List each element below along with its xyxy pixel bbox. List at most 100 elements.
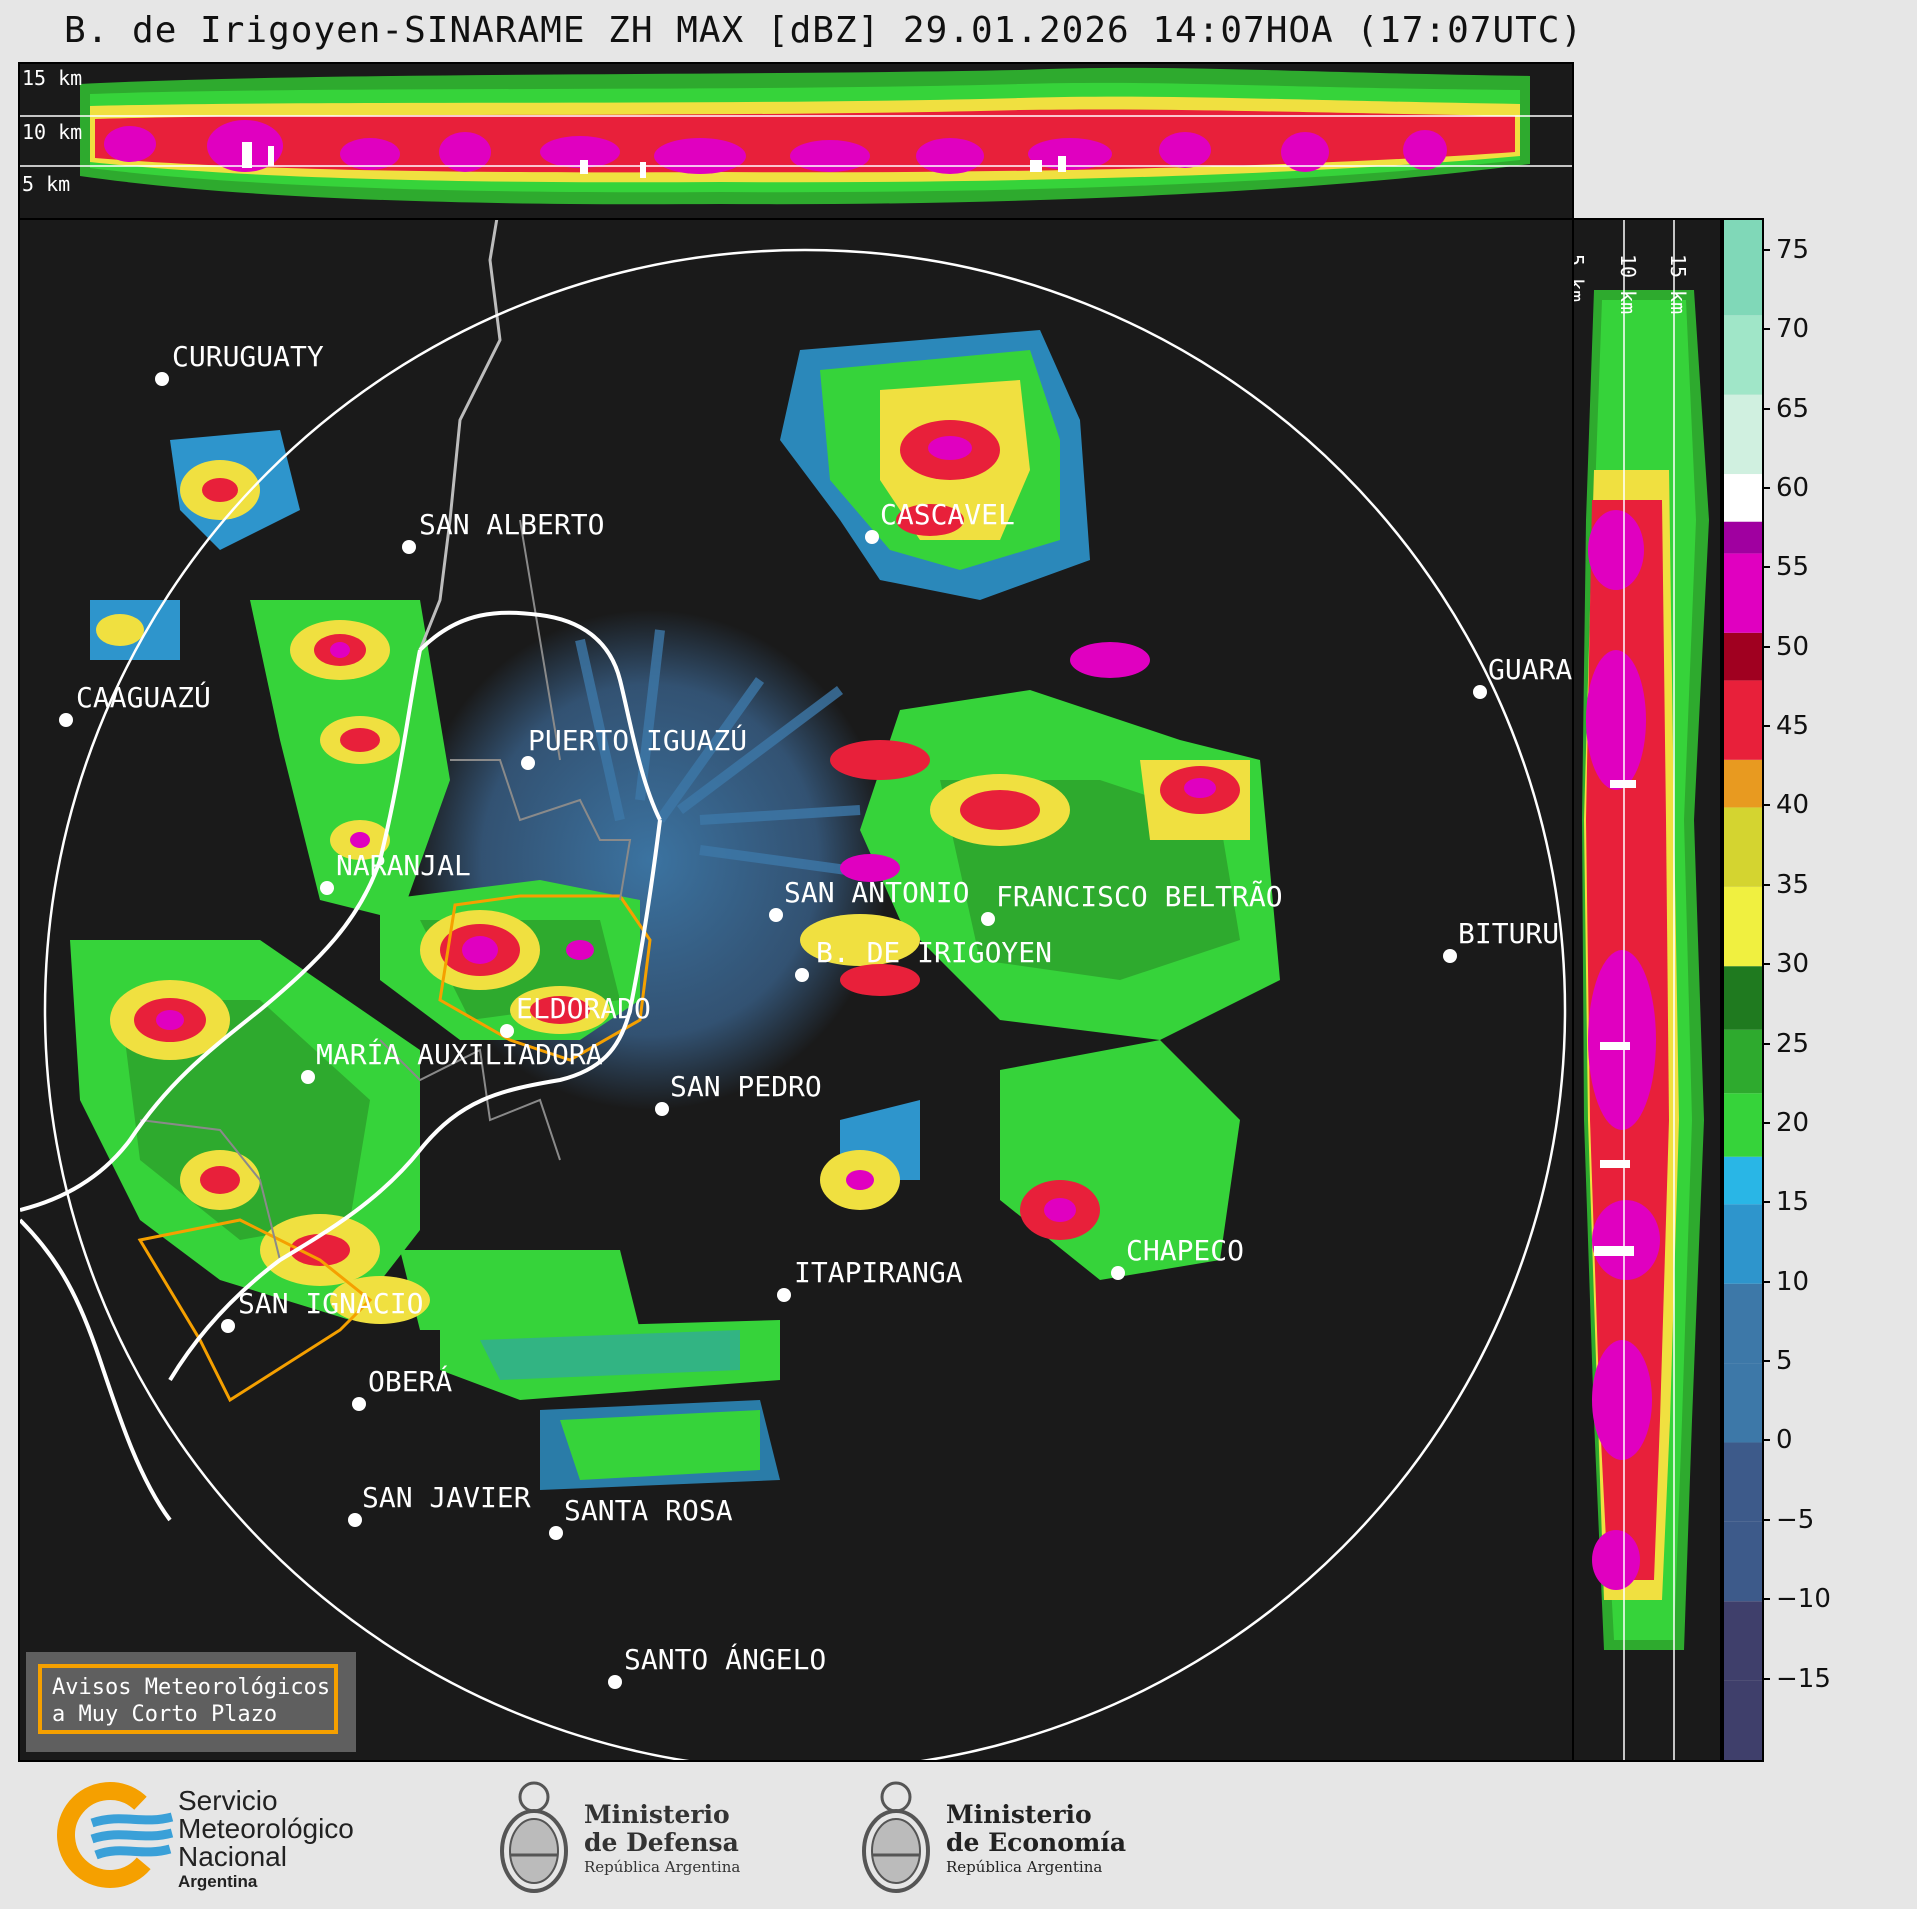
city-label-santo-angelo: SANTO ÁNGELO	[624, 1642, 826, 1676]
colorbar-tick	[1762, 1439, 1770, 1442]
colorbar-band	[1724, 886, 1762, 967]
economia-line-1: Ministerio	[946, 1800, 1092, 1829]
colorbar-tick-label: −10	[1776, 1584, 1831, 1615]
top-cross-section-panel: 15 km 10 km 5 km	[18, 62, 1574, 221]
colorbar-tick	[1762, 328, 1770, 331]
border-uruguay-river	[168, 819, 662, 1382]
economia-line-2: de Economía	[946, 1828, 1127, 1857]
city-dot-naranjal	[320, 881, 334, 895]
top-altitude-10km: 10 km	[22, 120, 83, 144]
colorbar-band	[1724, 1283, 1762, 1364]
colorbar-tick	[1762, 963, 1770, 966]
echo-band-south	[540, 1400, 780, 1490]
colorbar-tick	[1762, 1201, 1770, 1204]
side-cross-section-svg	[1582, 220, 1709, 1760]
echo-cluster-cascavel	[780, 330, 1150, 678]
side-echo-white-cores	[1594, 780, 1636, 1256]
city-labels: CURUGUATY SAN ALBERTO CASCAVEL CAAGUAZÚ …	[76, 340, 1572, 1676]
city-label-guara: GUARA	[1488, 653, 1572, 686]
colorbar-tick	[1762, 1677, 1770, 1680]
defensa-line-3: República Argentina	[584, 1858, 741, 1876]
colorbar-tick-label: 75	[1776, 234, 1810, 265]
colorbar-tick	[1762, 883, 1770, 886]
range-ring	[43, 248, 1567, 1760]
colorbar-tick-label: 5	[1776, 1346, 1793, 1377]
warning-legend-swatch: Avisos Meteorológicos a Muy Corto Plazo	[38, 1664, 338, 1734]
city-dot-bituru	[1443, 949, 1457, 963]
economia-logo-text: Ministerio de Economía República Argenti…	[946, 1801, 1126, 1877]
admin-borders	[139, 519, 632, 1261]
city-label-eldorado: ELDORADO	[516, 992, 651, 1025]
city-label-caaguazu: CAAGUAZÚ	[76, 680, 211, 714]
city-label-san-javier: SAN JAVIER	[362, 1481, 531, 1514]
city-dot-eldorado	[500, 1024, 514, 1038]
colorbar-tick	[1762, 1121, 1770, 1124]
colorbar-tick	[1762, 645, 1770, 648]
city-label-naranjal: NARANJAL	[336, 849, 471, 882]
echo-cluster-southeast	[820, 1040, 1240, 1280]
border-southwest-loop	[20, 1218, 172, 1522]
city-dot-chapeco	[1111, 1266, 1125, 1280]
defensa-emblem-icon	[500, 1781, 568, 1893]
warning-polygon-southwest	[137, 1218, 373, 1403]
colorbar-tick-label: 65	[1776, 393, 1810, 424]
colorbar-band	[1724, 1601, 1762, 1681]
colorbar-band	[1724, 1093, 1762, 1157]
city-dot-cascavel	[865, 530, 879, 544]
colorbar-tick-label: 45	[1776, 711, 1810, 742]
warning-polygons	[137, 894, 652, 1403]
city-dot-san-alberto	[402, 540, 416, 554]
side-altitude-15km: 15 km	[1666, 254, 1690, 315]
colorbar-band	[1724, 474, 1762, 522]
colorbar-tick-label: 25	[1776, 1028, 1810, 1059]
legend-line-1: Avisos Meteorológicos	[52, 1675, 331, 1700]
city-label-curuguaty: CURUGUATY	[172, 340, 324, 373]
colorbar-band	[1724, 1521, 1762, 1602]
city-label-cascavel: CASCAVEL	[880, 498, 1015, 531]
colorbar-tick-label: 50	[1776, 631, 1810, 662]
city-dots	[59, 372, 1487, 1689]
city-label-maria-auxiliadora: MARÍA AUXILIADORA	[316, 1037, 603, 1071]
city-label-chapeco: CHAPECO	[1126, 1234, 1244, 1267]
city-label-san-ignacio: SAN IGNACIO	[238, 1287, 423, 1320]
side-altitude-10km: 10 km	[1616, 254, 1640, 315]
colorbar-tick	[1762, 1360, 1770, 1363]
colorbar-tick-label: −5	[1776, 1504, 1815, 1535]
border-iguazu-river	[418, 610, 662, 821]
colorbar-band	[1724, 807, 1762, 887]
radar-map[interactable]: CURUGUATY SAN ALBERTO CASCAVEL CAAGUAZÚ …	[18, 218, 1574, 1762]
colorbar-tick-label: 10	[1776, 1266, 1810, 1297]
colorbar-band	[1724, 680, 1762, 760]
colorbar-band	[1724, 632, 1762, 681]
border-parana-river	[20, 649, 422, 1212]
city-dot-francisco-beltrao	[981, 912, 995, 926]
page-title: B. de Irigoyen-SINARAME ZH MAX [dBZ] 29.…	[64, 10, 1584, 51]
city-dot-curuguaty	[155, 372, 169, 386]
colorbar-tick-label: 30	[1776, 949, 1810, 980]
colorbar-band	[1724, 759, 1762, 808]
paraguay-border	[418, 220, 502, 651]
city-dot-san-ignacio	[221, 1319, 235, 1333]
colorbar-band	[1724, 315, 1762, 395]
defensa-line-1: Ministerio	[584, 1800, 730, 1829]
city-label-san-antonio: SAN ANTONIO	[784, 876, 969, 909]
economia-emblem-icon	[862, 1781, 930, 1893]
colorbar-tick-label: 15	[1776, 1187, 1810, 1218]
colorbar-band	[1724, 521, 1762, 554]
colorbar-tick-label: 70	[1776, 314, 1810, 345]
colorbar-tick-label: 0	[1776, 1425, 1793, 1456]
city-label-obera: OBERÁ	[368, 1364, 452, 1398]
defensa-line-2: de Defensa	[584, 1828, 739, 1857]
echo-cluster-central	[380, 880, 640, 1040]
colorbar-tick-labels: 75 70 65 60 55 50 45 40 35 30 25 20 15 10 5 0 −5 −10 −15	[1762, 218, 1882, 1762]
colorbar-tick	[1762, 1042, 1770, 1045]
side-echo-magenta-cores	[1586, 510, 1660, 1590]
city-dot-itapiranga	[777, 1288, 791, 1302]
economia-line-3: República Argentina	[946, 1858, 1103, 1876]
colorbar-tick-label: 40	[1776, 790, 1810, 821]
city-label-san-alberto: SAN ALBERTO	[419, 508, 604, 541]
colorbar-band	[1724, 394, 1762, 475]
city-dot-obera	[352, 1397, 366, 1411]
colorbar-tick-label: 20	[1776, 1107, 1810, 1138]
top-echo-magenta-cores	[104, 120, 1447, 174]
